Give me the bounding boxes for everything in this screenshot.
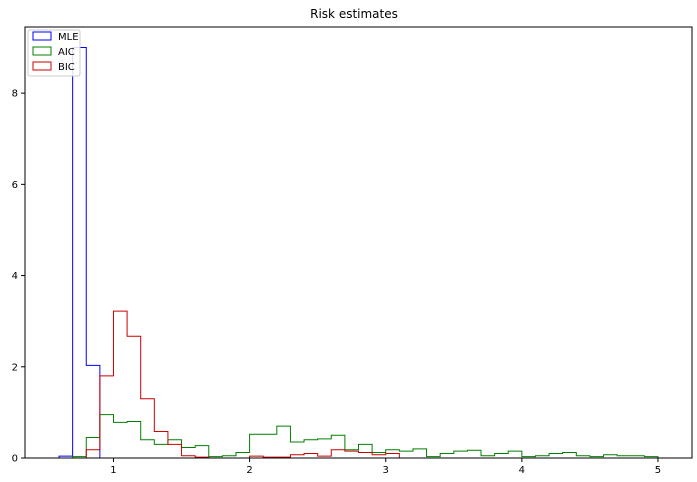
y-tick-label: 6 xyxy=(12,180,18,191)
legend: MLE AIC BIC xyxy=(27,29,81,77)
legend-label-bic: BIC xyxy=(58,62,75,73)
plot-frame xyxy=(24,26,693,459)
series-aic-step-outline xyxy=(72,414,659,458)
series-bic-step-outline xyxy=(72,310,400,459)
x-tick-label: 4 xyxy=(519,465,525,476)
y-tick-label: 8 xyxy=(12,89,18,100)
x-tick-label: 1 xyxy=(110,465,116,476)
legend-swatch-bic xyxy=(32,61,52,71)
axis-ticks: 1 2 3 4 5 0 2 4 6 8 xyxy=(12,89,662,476)
x-tick-label: 3 xyxy=(383,465,389,476)
legend-swatch-mle xyxy=(32,31,52,41)
y-tick-label: 4 xyxy=(12,271,18,282)
legend-label-aic: AIC xyxy=(58,47,75,58)
legend-frame xyxy=(27,29,81,77)
series-layer xyxy=(58,47,659,459)
x-tick-label: 2 xyxy=(246,465,252,476)
series-mle-step-outline xyxy=(58,47,101,458)
legend-label-mle: MLE xyxy=(58,32,79,43)
y-tick-label: 2 xyxy=(12,362,18,373)
chart-title: Risk estimates xyxy=(310,7,398,21)
x-tick-label: 5 xyxy=(655,465,661,476)
legend-swatch-aic xyxy=(32,46,52,56)
y-tick-label: 0 xyxy=(12,454,18,465)
